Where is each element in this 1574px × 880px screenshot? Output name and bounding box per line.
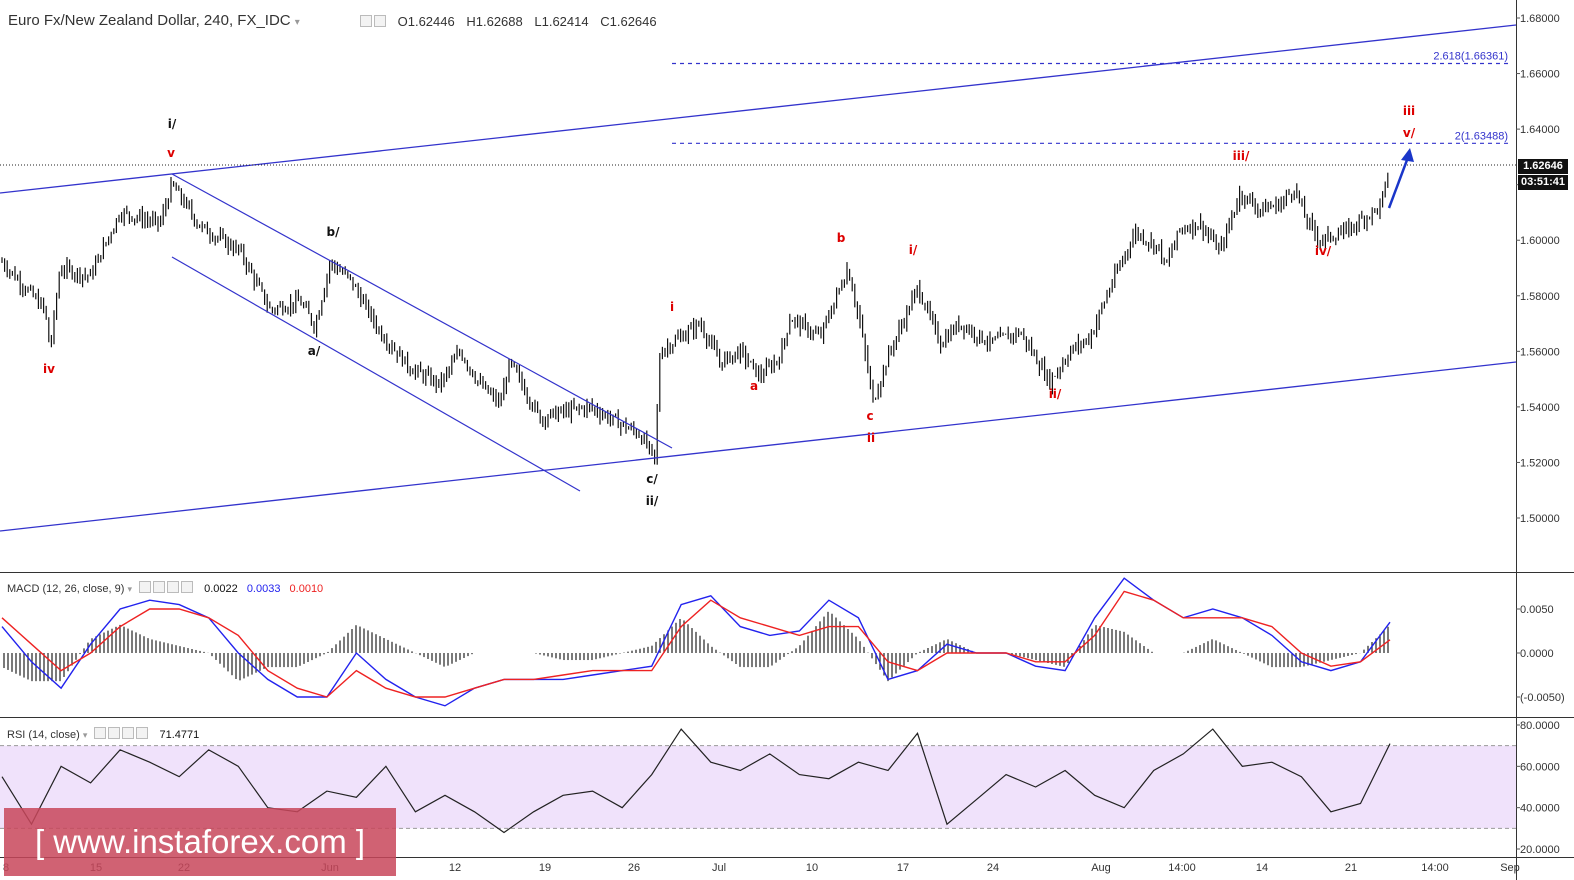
- wave-label: ii/: [646, 494, 659, 508]
- time-axis-label: 26: [628, 862, 640, 874]
- macd-hist-value: 0.0010: [289, 583, 324, 595]
- time-axis-label: 24: [987, 862, 999, 874]
- wave-label: b: [837, 231, 846, 245]
- high-value: H1.62688: [466, 14, 523, 29]
- lower-channel-line: [0, 361, 1517, 532]
- eye-icon[interactable]: [139, 581, 152, 593]
- projection-arrow: [1387, 151, 1412, 209]
- wave-label: ii: [867, 431, 875, 445]
- low-value: L1.62414: [534, 14, 589, 29]
- close-icon[interactable]: [181, 581, 194, 593]
- signal-line: [1, 590, 1391, 698]
- rsi-axis-label: 20.0000: [1520, 844, 1560, 856]
- macd-pane: [1, 577, 1391, 707]
- wave-label: b/: [327, 225, 341, 239]
- time-axis-label: 14: [1256, 862, 1268, 874]
- time-axis-label: 14:00: [1168, 862, 1196, 874]
- close-icon[interactable]: [136, 727, 149, 739]
- upper-channel-line: [0, 24, 1517, 194]
- time-axis-label: 21: [1345, 862, 1357, 874]
- wave-label: iii: [1403, 104, 1415, 118]
- wave-label: i/: [168, 117, 177, 131]
- countdown-tag: 03:51:41: [1518, 175, 1568, 190]
- fib-level-label: 2.618(1.66361): [1433, 51, 1508, 63]
- macd-axis-label: 0.0050: [1520, 604, 1554, 616]
- chevron-down-icon[interactable]: ▾: [127, 584, 132, 594]
- drawing-tools: 2.618(1.66361) 2(1.63488): [0, 24, 1517, 532]
- wave-label: a/: [308, 344, 321, 358]
- macd-axis-label: 0.0000: [1520, 648, 1554, 660]
- wave-label: iii/: [1233, 149, 1250, 163]
- time-axis-label: Aug: [1091, 862, 1111, 874]
- time-axis-label: 10: [806, 862, 818, 874]
- plus-icon[interactable]: [122, 727, 135, 739]
- chevron-down-icon[interactable]: ▾: [82, 730, 88, 740]
- wave-label: v: [167, 146, 175, 160]
- wave-label: a: [750, 379, 758, 393]
- projection-arrow-head: [1401, 148, 1414, 162]
- settings-icon[interactable]: [374, 15, 386, 27]
- macd-axis-label: (-0.0050): [1520, 692, 1565, 704]
- wave-label: c: [866, 409, 873, 423]
- price-axis-label: 1.64000: [1520, 124, 1560, 136]
- price-axis-label: 1.60000: [1520, 235, 1560, 247]
- wave-label: i/: [909, 243, 918, 257]
- down-channel-upper: [171, 173, 673, 449]
- settings-icon[interactable]: [108, 727, 121, 739]
- time-axis-label: Sep: [1500, 862, 1520, 874]
- rsi-pane: [1, 728, 1391, 834]
- time-axis-label: Jul: [712, 862, 726, 874]
- macd-value: 0.0022: [204, 583, 238, 595]
- wave-label: c/: [646, 472, 658, 486]
- last-price-tag: 1.62646: [1518, 159, 1568, 174]
- symbol-title[interactable]: Euro Fx/New Zealand Dollar, 240, FX_IDC …: [8, 12, 300, 29]
- wave-label: iv: [43, 362, 55, 376]
- rsi-value: 71.4771: [159, 729, 200, 741]
- price-axis-label: 1.50000: [1520, 513, 1560, 525]
- time-axis-label: 12: [449, 862, 461, 874]
- chevron-down-icon[interactable]: ▾: [294, 17, 300, 28]
- wave-label: ii/: [1049, 387, 1062, 401]
- wave-label: i: [670, 300, 674, 314]
- rsi-axis-label: 80.0000: [1520, 720, 1560, 732]
- plus-icon[interactable]: [167, 581, 180, 593]
- price-axis-label: 1.66000: [1520, 69, 1560, 81]
- macd-legend[interactable]: MACD (12, 26, close, 9) ▾ 0.0022 0.0033 …: [7, 581, 323, 595]
- rsi-line: [1, 728, 1391, 834]
- eye-icon[interactable]: [360, 15, 372, 27]
- rsi-axis-label: 40.0000: [1520, 803, 1560, 815]
- macd-title: MACD (12, 26, close, 9): [7, 583, 125, 595]
- price-axis-label: 1.56000: [1520, 346, 1560, 358]
- fib-level-label: 2(1.63488): [1455, 130, 1508, 142]
- rsi-title: RSI (14, close): [7, 729, 80, 741]
- price-axis-label: 1.68000: [1520, 13, 1560, 25]
- time-axis-label: 19: [539, 862, 551, 874]
- macd-signal-value: 0.0033: [246, 583, 281, 595]
- price-axis-label: 1.54000: [1520, 402, 1560, 414]
- wave-label: v/: [1403, 126, 1416, 140]
- time-axis-label: 17: [897, 862, 909, 874]
- symbol-title-text: Euro Fx/New Zealand Dollar, 240, FX_IDC: [8, 12, 291, 29]
- wave-label: iv/: [1315, 244, 1332, 258]
- price-bars: [1, 172, 1389, 465]
- eye-icon[interactable]: [94, 727, 107, 739]
- price-axis-label: 1.58000: [1520, 291, 1560, 303]
- settings-icon[interactable]: [153, 581, 166, 593]
- ohlc-readout: O1.62446 H1.62688 L1.62414 C1.62646: [360, 14, 657, 29]
- open-value: O1.62446: [397, 14, 455, 29]
- time-axis-label: 14:00: [1421, 862, 1449, 874]
- price-axis-label: 1.52000: [1520, 457, 1560, 469]
- down-channel-lower: [171, 256, 581, 492]
- rsi-legend[interactable]: RSI (14, close) ▾ 71.4771: [7, 727, 199, 741]
- close-value: C1.62646: [600, 14, 657, 29]
- watermark: [ www.instaforex.com ]: [4, 808, 396, 876]
- rsi-axis-label: 60.0000: [1520, 761, 1560, 773]
